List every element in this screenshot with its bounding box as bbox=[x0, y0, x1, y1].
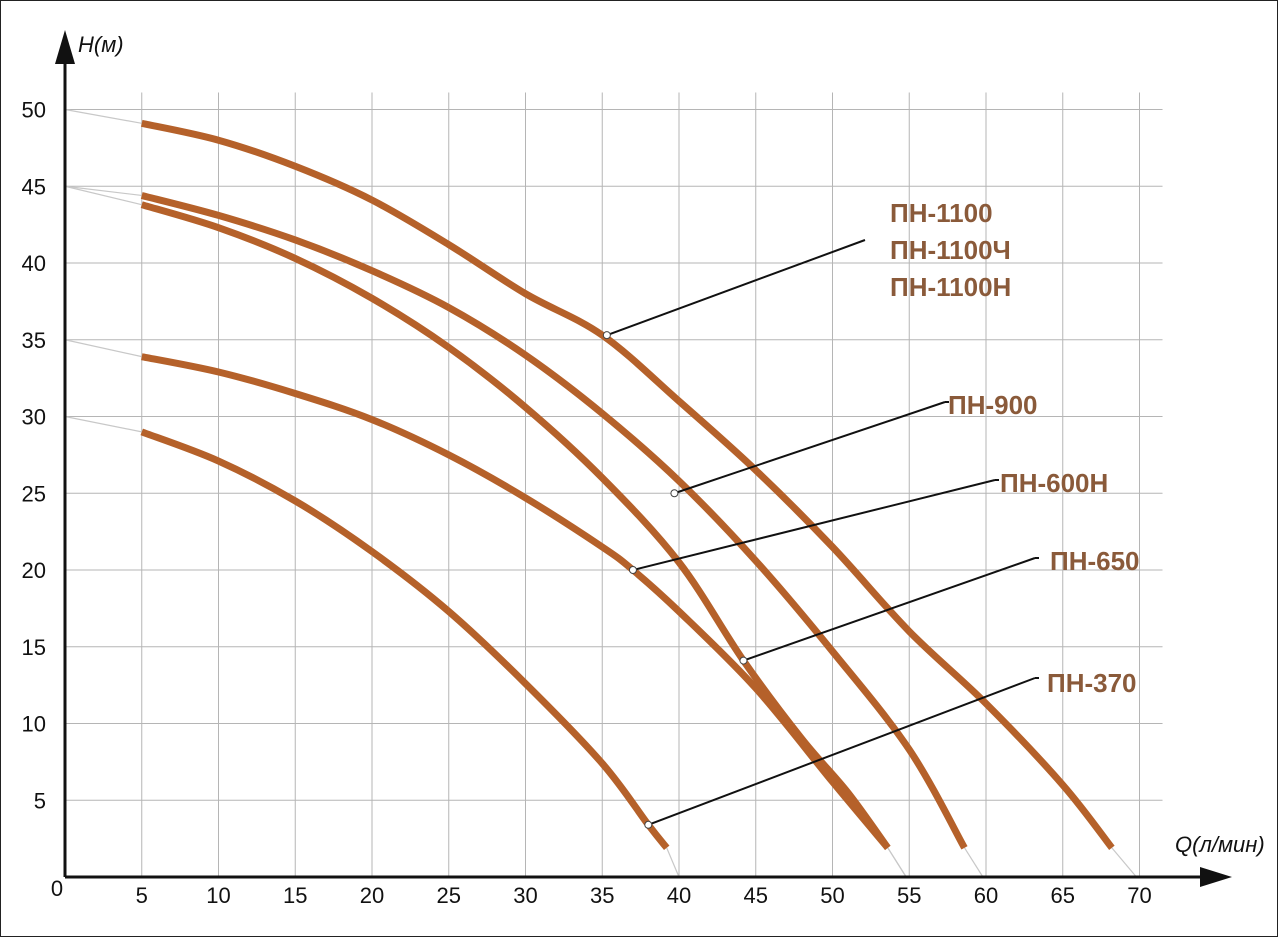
leader-line bbox=[632, 479, 996, 571]
series-curve bbox=[140, 119, 1115, 850]
y-tick-label: 25 bbox=[22, 481, 46, 506]
series-label: ПН-370 bbox=[1047, 668, 1137, 698]
series-curve bbox=[140, 201, 891, 850]
curve-extension-start bbox=[64, 108, 142, 124]
y-tick-label: 30 bbox=[22, 405, 46, 430]
curve-extension-start bbox=[64, 415, 142, 433]
y-tick-label: 40 bbox=[22, 251, 46, 276]
series-marker bbox=[602, 331, 611, 340]
x-tick-label: 70 bbox=[1127, 883, 1151, 908]
curve-extension-start bbox=[64, 185, 142, 197]
x-tick-label: 45 bbox=[744, 883, 768, 908]
x-tick-label: 10 bbox=[206, 883, 230, 908]
series-labels: ПН-1100 ПН-1100Ч ПН-1100Н ПН-900 ПН-650 ПН-60… bbox=[890, 198, 1140, 698]
series-label: ПН-1100 bbox=[890, 198, 993, 228]
curve-extension-start bbox=[64, 185, 142, 206]
x-tick-label: 30 bbox=[513, 883, 537, 908]
leader-line bbox=[606, 239, 866, 337]
series-label: ПН-650 bbox=[1050, 546, 1140, 576]
x-tick-label: 60 bbox=[974, 883, 998, 908]
series-label: ПН-900 bbox=[948, 390, 1038, 420]
curve-extension-end bbox=[1111, 847, 1137, 878]
curve-extension-end bbox=[666, 847, 680, 878]
x-tick-label: 40 bbox=[667, 883, 691, 908]
origin-label: 0 bbox=[51, 876, 63, 901]
y-tick-label: 15 bbox=[22, 635, 46, 660]
y-tick-label: 20 bbox=[22, 558, 46, 583]
x-tick-label: 50 bbox=[820, 883, 844, 908]
series-curve bbox=[141, 353, 891, 851]
series-curve bbox=[140, 428, 670, 851]
x-tick-label: 20 bbox=[360, 883, 384, 908]
x-tick-label: 25 bbox=[437, 883, 461, 908]
y-axis-title: H(м) bbox=[78, 32, 124, 57]
leader-line bbox=[647, 677, 1036, 826]
axes bbox=[55, 30, 1232, 887]
y-tick-label: 10 bbox=[22, 712, 46, 737]
series-marker bbox=[670, 489, 679, 498]
y-tick-label: 5 bbox=[34, 788, 46, 813]
curve-extension-start bbox=[64, 339, 142, 358]
curve-extension-end bbox=[887, 847, 907, 878]
tick-labels: 5 10 15 20 25 30 35 40 45 50 55 60 65 70 5 10 15 20 25 30 35… bbox=[22, 98, 1152, 909]
y-axis-arrow bbox=[55, 30, 75, 64]
series-label: ПН-1100Ч bbox=[890, 235, 1011, 265]
x-tick-label: 55 bbox=[897, 883, 921, 908]
series-marker bbox=[644, 820, 653, 829]
series-label: ПН-1100Н bbox=[890, 272, 1011, 302]
x-tick-label: 65 bbox=[1051, 883, 1075, 908]
curve-extension-end bbox=[964, 847, 984, 878]
curve-extensions bbox=[64, 108, 1137, 878]
series-marker bbox=[739, 656, 748, 665]
label-leaders bbox=[602, 239, 1039, 829]
leader-line bbox=[674, 401, 946, 495]
series-curves bbox=[140, 119, 1115, 851]
y-tick-label: 45 bbox=[22, 174, 46, 199]
series-marker bbox=[628, 566, 637, 574]
x-tick-label: 15 bbox=[283, 883, 307, 908]
x-tick-label: 35 bbox=[590, 883, 614, 908]
x-axis-arrow bbox=[1200, 867, 1232, 887]
y-tick-label: 35 bbox=[22, 328, 46, 353]
leader-line bbox=[743, 557, 1036, 662]
series-curve bbox=[140, 192, 968, 850]
x-axis-title: Q(л/мин) bbox=[1175, 832, 1265, 857]
series-label: ПН-600Н bbox=[1000, 468, 1108, 498]
y-tick-label: 50 bbox=[22, 98, 46, 123]
x-tick-label: 5 bbox=[136, 883, 148, 908]
